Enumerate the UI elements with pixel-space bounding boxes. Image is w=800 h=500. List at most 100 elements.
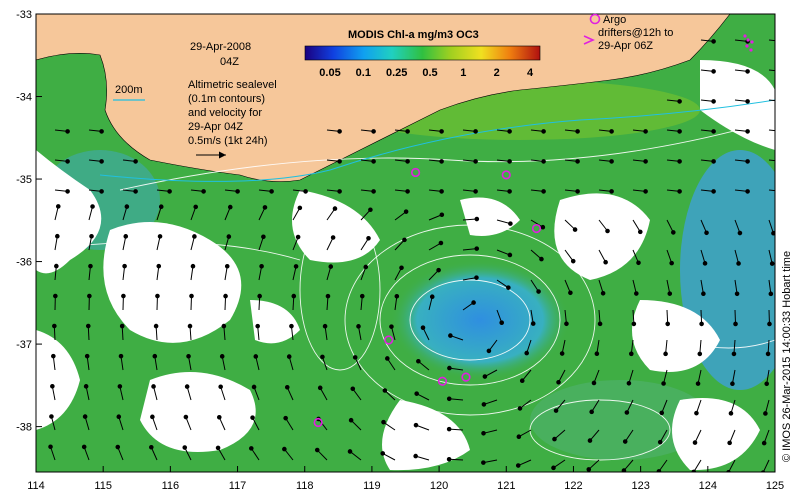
velocity-arrow [768,129,775,132]
velocity-arrow [253,386,260,401]
velocity-arrow-head [446,426,452,432]
velocity-arrow [350,419,362,431]
velocity-arrow-head [337,159,342,164]
velocity-arrow-head [517,406,523,411]
velocity-arrow [623,459,634,471]
velocity-arrow-head [224,263,230,269]
argo-line-1: Argo [603,14,626,26]
velocity-arrow-head [53,293,58,299]
velocity-arrow-head [405,129,410,134]
velocity-arrow [462,248,477,251]
velocity-arrow [734,219,741,234]
velocity-arrow [694,429,702,443]
velocity-arrow [589,429,600,441]
velocity-arrow-head [221,323,227,329]
colorbar-tick-label: 1 [460,67,466,79]
velocity-arrow-head [760,470,766,472]
velocity-arrow-head [348,417,354,423]
velocity-arrow [663,369,668,384]
drifter-marker [501,170,511,180]
velocity-arrow [416,393,430,401]
velocity-arrow [386,358,396,371]
velocity-arrow [766,369,770,384]
velocity-arrow-head [745,159,750,164]
credit-text: © IMOS 26-Mar-2015 14:00:33 Hobart time [781,251,793,462]
velocity-arrow-head [481,431,486,436]
velocity-arrow [700,309,703,324]
velocity-arrow-head [728,411,734,416]
velocity-arrow [593,369,600,384]
velocity-arrow-head [730,381,735,387]
velocity-arrow [394,239,405,251]
velocity-arrow-head [337,129,342,134]
velocity-arrow [658,459,668,472]
argo-legend-marker [589,13,601,25]
velocity-arrow [733,339,736,354]
argo-legend: Argo drifters@12h to 29-Apr 06Z [583,13,673,52]
velocity-arrow [530,219,544,228]
velocity-arrow-head [189,293,194,299]
velocity-arrow-head [745,129,750,134]
x-axis: 114 115 116 117 118 119 120 121 122 123 124 125 [27,466,784,492]
velocity-arrow-head [413,453,418,459]
velocity-arrow [462,218,477,221]
velocity-arrow-head [553,408,559,413]
velocity-arrow-head [446,396,452,402]
velocity-arrow [384,390,396,401]
velocity-arrow [394,267,402,281]
velocity-arrow-head [190,263,196,269]
velocity-arrow [518,459,532,467]
velocity-arrow [632,309,635,324]
velocity-arrow [768,99,775,102]
velocity-arrow [349,451,362,461]
velocity-arrow [360,296,363,311]
y-axis: -33 -34 -35 -36 -37 -38 [16,9,42,434]
velocity-arrow-head [439,212,445,218]
velocity-arrow [449,458,464,461]
argo-line-2: drifters@12h to [598,27,673,39]
drifter-marker [437,376,448,386]
velocity-arrow-head [769,261,775,266]
velocity-arrow [223,326,226,341]
velocity-arrow-head [121,293,126,299]
velocity-arrow [151,416,158,431]
velocity-arrow-head [269,189,274,194]
velocity-arrow-head [677,129,682,134]
y-tick-label: -33 [16,9,32,21]
velocity-arrow-head [436,267,441,273]
velocity-arrow [768,39,775,42]
velocity-arrow [762,459,770,472]
velocity-arrow-head [215,445,221,451]
velocity-arrow-head [118,353,124,359]
velocity-arrow-head [473,189,478,194]
velocity-arrow [598,279,604,294]
velocity-arrow [483,399,498,405]
velocity-arrow [117,446,124,461]
velocity-arrow-head [609,189,614,194]
velocity-arrow-head [481,460,486,465]
velocity-arrow-head [780,190,784,194]
velocity-arrow-head [368,207,373,213]
velocity-arrow-head [414,391,419,396]
velocity-arrow [632,249,639,263]
velocity-arrow [695,399,702,414]
x-tick-label: 119 [363,480,381,492]
velocity-arrow-head [123,234,129,239]
velocity-arrow-head [87,293,92,299]
velocity-arrow-head [692,440,698,445]
velocity-arrow [628,369,634,384]
velocity-arrow [659,429,668,443]
velocity-arrow-head [697,351,703,357]
velocity-arrow [768,279,772,294]
colorbar-gradient [304,45,541,61]
velocity-arrow-head [540,224,546,230]
velocity-arrow-head [187,323,193,329]
velocity-arrow [598,309,601,324]
velocity-arrow-head [702,261,708,266]
velocity-arrow [697,369,702,384]
velocity-arrow-head [151,384,156,389]
velocity-arrow-head [516,434,522,440]
velocity-arrow [428,214,443,221]
velocity-arrow-head [605,228,610,234]
